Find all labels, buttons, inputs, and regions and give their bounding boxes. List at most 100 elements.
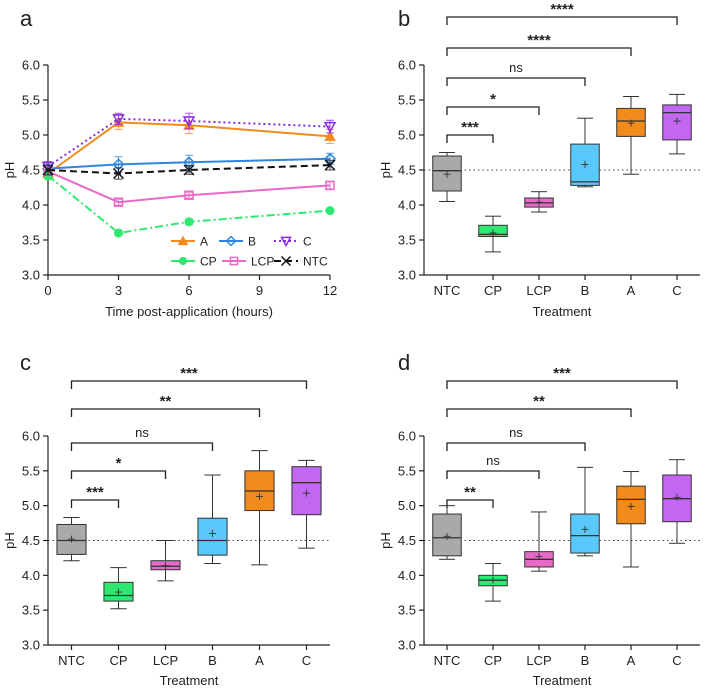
series-c: [41, 112, 337, 174]
box-b: [570, 117, 600, 188]
significance-label: ***: [553, 365, 571, 382]
mean-marker: [489, 576, 497, 584]
sig-bracket-ntc-b: ns: [70, 425, 214, 451]
series-line: [47, 121, 331, 175]
error-bar: [114, 198, 123, 206]
series-line: [47, 164, 331, 175]
mean-marker: [115, 588, 122, 596]
bracket-line: [70, 380, 308, 389]
legend: A B C CP LCP NTC: [171, 235, 328, 269]
data-point-marker: [324, 130, 336, 141]
box-c: [662, 93, 692, 155]
mean-marker: [627, 119, 635, 127]
y-tick-label: 6.0: [22, 58, 40, 73]
x-tick-label: 0: [44, 283, 51, 298]
x-tick-label: B: [581, 283, 590, 298]
legend-marker: [229, 256, 239, 266]
mean-marker: [673, 117, 681, 125]
iqr-box: [616, 485, 646, 525]
bracket-line: [446, 47, 632, 56]
x-tick-label: CP: [484, 653, 502, 668]
data-point-marker: [324, 159, 336, 171]
box-cp: [478, 562, 508, 602]
box-cp: [478, 215, 508, 253]
significance-label: **: [464, 484, 476, 501]
data-point-marker: [112, 167, 125, 180]
bracket-line: [446, 106, 540, 115]
bracket-line: [70, 499, 120, 508]
legend-item-b: B: [219, 235, 256, 249]
mean-marker: [443, 532, 451, 540]
x-tick-label: 6: [185, 283, 192, 298]
x-tick-label: C: [672, 283, 681, 298]
y-tick-label: 4.5: [398, 533, 416, 548]
panel-label-c: c: [20, 350, 31, 375]
series-line: [47, 117, 331, 168]
series-ntc: [42, 159, 336, 180]
box-b: [570, 466, 600, 557]
box-lcp: [150, 540, 181, 582]
x-tick-label: CP: [484, 283, 502, 298]
significance-label: **: [160, 393, 172, 410]
bracket-line: [446, 442, 586, 451]
mean-marker: [443, 170, 451, 178]
significance-label: ****: [550, 1, 574, 18]
significance-label: *: [116, 455, 122, 472]
x-tick-label: B: [208, 653, 217, 668]
significance-label: ***: [180, 365, 198, 382]
sig-bracket-ntc-cp: ***: [446, 119, 494, 143]
y-tick-label: 5.5: [22, 93, 40, 108]
x-tick-label: CP: [109, 653, 127, 668]
significance-label: ****: [527, 32, 551, 49]
x-tick-label: A: [627, 653, 636, 668]
legend-marker: [280, 255, 292, 267]
x-axis-title: Treatment: [160, 673, 219, 688]
bracket-line: [446, 77, 586, 86]
y-axis-title: pH: [378, 532, 393, 549]
legend-item-lcp: LCP: [222, 255, 274, 269]
y-tick-label: 5.0: [22, 498, 40, 513]
significance-label: ***: [461, 119, 479, 136]
significance-label: **: [533, 393, 545, 410]
x-axis-title: Treatment: [533, 673, 592, 688]
legend-marker: [225, 235, 237, 247]
box-cp: [103, 567, 134, 610]
x-tick-label: 3: [115, 283, 122, 298]
y-axis-title: pH: [2, 162, 17, 179]
x-tick-label: B: [581, 653, 590, 668]
sig-bracket-ntc-c: ***: [70, 365, 308, 389]
legend-item-ntc: NTC: [274, 255, 328, 269]
significance-label: ***: [86, 484, 104, 501]
y-tick-label: 4.0: [398, 198, 416, 213]
mean-marker: [535, 553, 543, 561]
sig-bracket-ntc-lcp: *: [446, 91, 540, 115]
y-tick-label: 3.0: [398, 268, 416, 283]
legend-label: CP: [200, 255, 217, 269]
sig-bracket-ntc-cp: ***: [70, 484, 120, 508]
mean-marker: [162, 562, 169, 570]
y-tick-label: 3.0: [398, 638, 416, 653]
legend-item-a: A: [171, 235, 208, 249]
box-lcp: [524, 191, 554, 213]
iqr-box: [570, 513, 600, 554]
box-a: [244, 450, 275, 566]
y-tick-label: 3.0: [22, 638, 40, 653]
legend-item-c: C: [274, 235, 312, 249]
box-ntc: [56, 517, 87, 562]
x-tick-label: C: [302, 653, 311, 668]
y-tick-label: 4.5: [398, 163, 416, 178]
sig-bracket-ntc-a: **: [70, 393, 261, 417]
panel-label-b: b: [398, 6, 410, 31]
box-a: [616, 471, 646, 568]
x-tick-label: LCP: [526, 283, 551, 298]
legend-label: C: [303, 235, 312, 249]
panel-b: b 3.0 3.5 4.0 4.5 5.0 5.5 6.0 pH NTC CP LCP B A C Treat…: [378, 1, 700, 319]
mean-marker: [256, 493, 263, 501]
bracket-line: [70, 442, 214, 451]
mean-marker: [581, 525, 589, 533]
data-point-marker: [325, 180, 335, 191]
mean-marker: [68, 535, 75, 543]
y-axis-title: pH: [378, 162, 393, 179]
x-tick-label: LCP: [153, 653, 178, 668]
